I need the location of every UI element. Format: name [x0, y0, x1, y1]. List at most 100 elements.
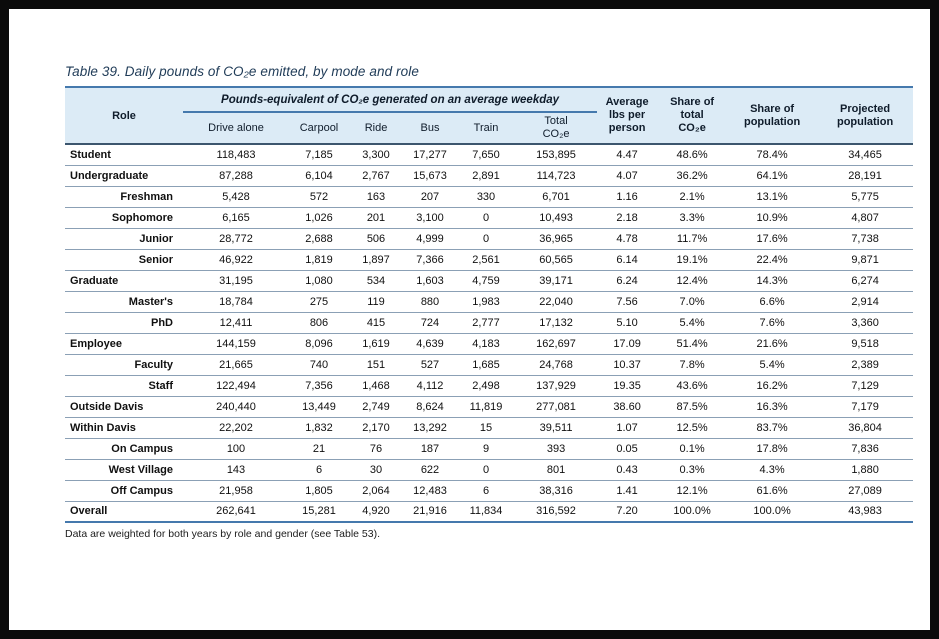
data-cell: 38,316: [515, 480, 598, 502]
column-header-bus: Bus: [403, 112, 457, 145]
data-cell: 17.6%: [727, 228, 818, 250]
data-cell: 119: [349, 291, 403, 313]
data-cell: 17,277: [403, 144, 457, 166]
table-row: Within Davis 22,202 1,832 2,170 13,292 15 39,5…: [65, 417, 914, 439]
data-cell: 5,775: [817, 186, 914, 208]
data-cell: 17,132: [515, 312, 598, 334]
data-cell: 153,895: [515, 144, 598, 166]
table-row: Freshman 5,428 572 163 207 330 6,701 1.16 2.1% 13…: [65, 186, 914, 208]
data-cell: 0.43: [597, 459, 658, 481]
data-cell: 143: [183, 459, 289, 481]
data-cell: 7.8%: [657, 354, 728, 376]
data-cell: 16.3%: [727, 396, 818, 418]
row-label: Employee: [65, 333, 183, 355]
row-label: On Campus: [65, 438, 183, 460]
data-cell: 2,561: [457, 249, 515, 271]
table-row: Faculty 21,665 740 151 527 1,685 24,768 10.37 7.…: [65, 354, 914, 376]
row-label: PhD: [65, 312, 183, 334]
data-cell: 12,483: [403, 480, 457, 502]
data-cell: 17.8%: [727, 438, 818, 460]
data-cell: 15: [457, 417, 515, 439]
data-cell: 46,922: [183, 249, 289, 271]
data-cell: 24,768: [515, 354, 598, 376]
row-label: Student: [65, 144, 183, 166]
table-row: Student 118,483 7,185 3,300 17,277 7,650 153,8…: [65, 144, 914, 166]
data-cell: 2,777: [457, 312, 515, 334]
data-cell: 18,784: [183, 291, 289, 313]
column-header-train: Train: [457, 112, 515, 145]
data-cell: 7.0%: [657, 291, 728, 313]
data-cell: 12.1%: [657, 480, 728, 502]
row-label: Staff: [65, 375, 183, 397]
data-cell: 3,100: [403, 207, 457, 229]
data-cell: 144,159: [183, 333, 289, 355]
row-label: West Village: [65, 459, 183, 481]
data-cell: 4.3%: [727, 459, 818, 481]
column-header-share-population: Share of population: [727, 87, 818, 145]
data-cell: 316,592: [515, 501, 598, 523]
data-cell: 7,366: [403, 249, 457, 271]
data-cell: 880: [403, 291, 457, 313]
data-cell: 30: [349, 459, 403, 481]
data-cell: 15,673: [403, 165, 457, 187]
data-cell: 1,983: [457, 291, 515, 313]
data-cell: 100.0%: [727, 501, 818, 523]
data-cell: 2.1%: [657, 186, 728, 208]
data-cell: 2,914: [817, 291, 914, 313]
data-cell: 7.20: [597, 501, 658, 523]
data-cell: 4.78: [597, 228, 658, 250]
data-cell: 5.10: [597, 312, 658, 334]
data-cell: 7.56: [597, 291, 658, 313]
table-title: Table 39. Daily pounds of CO₂e emitted, …: [65, 64, 419, 79]
data-cell: 7.6%: [727, 312, 818, 334]
data-cell: 13,449: [289, 396, 349, 418]
data-cell: 2,749: [349, 396, 403, 418]
data-cell: 0.3%: [657, 459, 728, 481]
data-cell: 0: [457, 459, 515, 481]
data-cell: 9,518: [817, 333, 914, 355]
data-cell: 3,300: [349, 144, 403, 166]
data-cell: 10.9%: [727, 207, 818, 229]
table-row: Master's 18,784 275 119 880 1,983 22,040 7.56 7.…: [65, 291, 914, 313]
table-row: PhD 12,411 806 415 724 2,777 17,132 5.10 5.4% 7.6…: [65, 312, 914, 334]
data-cell: 151: [349, 354, 403, 376]
data-cell: 0.1%: [657, 438, 728, 460]
data-cell: 1.16: [597, 186, 658, 208]
data-cell: 21,958: [183, 480, 289, 502]
data-cell: 4.47: [597, 144, 658, 166]
data-cell: 2,064: [349, 480, 403, 502]
table-row: Outside Davis 240,440 13,449 2,749 8,624 11,8…: [65, 396, 914, 418]
data-cell: 201: [349, 207, 403, 229]
data-cell: 9,871: [817, 249, 914, 271]
data-cell: 9: [457, 438, 515, 460]
data-cell: 1,819: [289, 249, 349, 271]
data-cell: 4,759: [457, 270, 515, 292]
data-cell: 7,836: [817, 438, 914, 460]
data-cell: 31,195: [183, 270, 289, 292]
data-cell: 100: [183, 438, 289, 460]
data-cell: 7,185: [289, 144, 349, 166]
data-cell: 1,805: [289, 480, 349, 502]
data-cell: 6,104: [289, 165, 349, 187]
data-cell: 1,603: [403, 270, 457, 292]
data-cell: 1,832: [289, 417, 349, 439]
data-cell: 6,701: [515, 186, 598, 208]
data-cell: 16.2%: [727, 375, 818, 397]
data-cell: 114,723: [515, 165, 598, 187]
data-cell: 27,089: [817, 480, 914, 502]
data-cell: 4,112: [403, 375, 457, 397]
table-row: Sophomore 6,165 1,026 201 3,100 0 10,493 2.18 3.…: [65, 207, 914, 229]
table-row: Senior 46,922 1,819 1,897 7,366 2,561 60,565 6.…: [65, 249, 914, 271]
data-cell: 1,619: [349, 333, 403, 355]
table-row: Undergraduate 87,288 6,104 2,767 15,673 2,891…: [65, 165, 914, 187]
data-cell: 13,292: [403, 417, 457, 439]
row-label: Master's: [65, 291, 183, 313]
data-cell: 572: [289, 186, 349, 208]
data-cell: 11,819: [457, 396, 515, 418]
data-cell: 534: [349, 270, 403, 292]
data-cell: 1,897: [349, 249, 403, 271]
data-cell: 11.7%: [657, 228, 728, 250]
data-cell: 6,165: [183, 207, 289, 229]
row-label: Senior: [65, 249, 183, 271]
data-cell: 0.05: [597, 438, 658, 460]
